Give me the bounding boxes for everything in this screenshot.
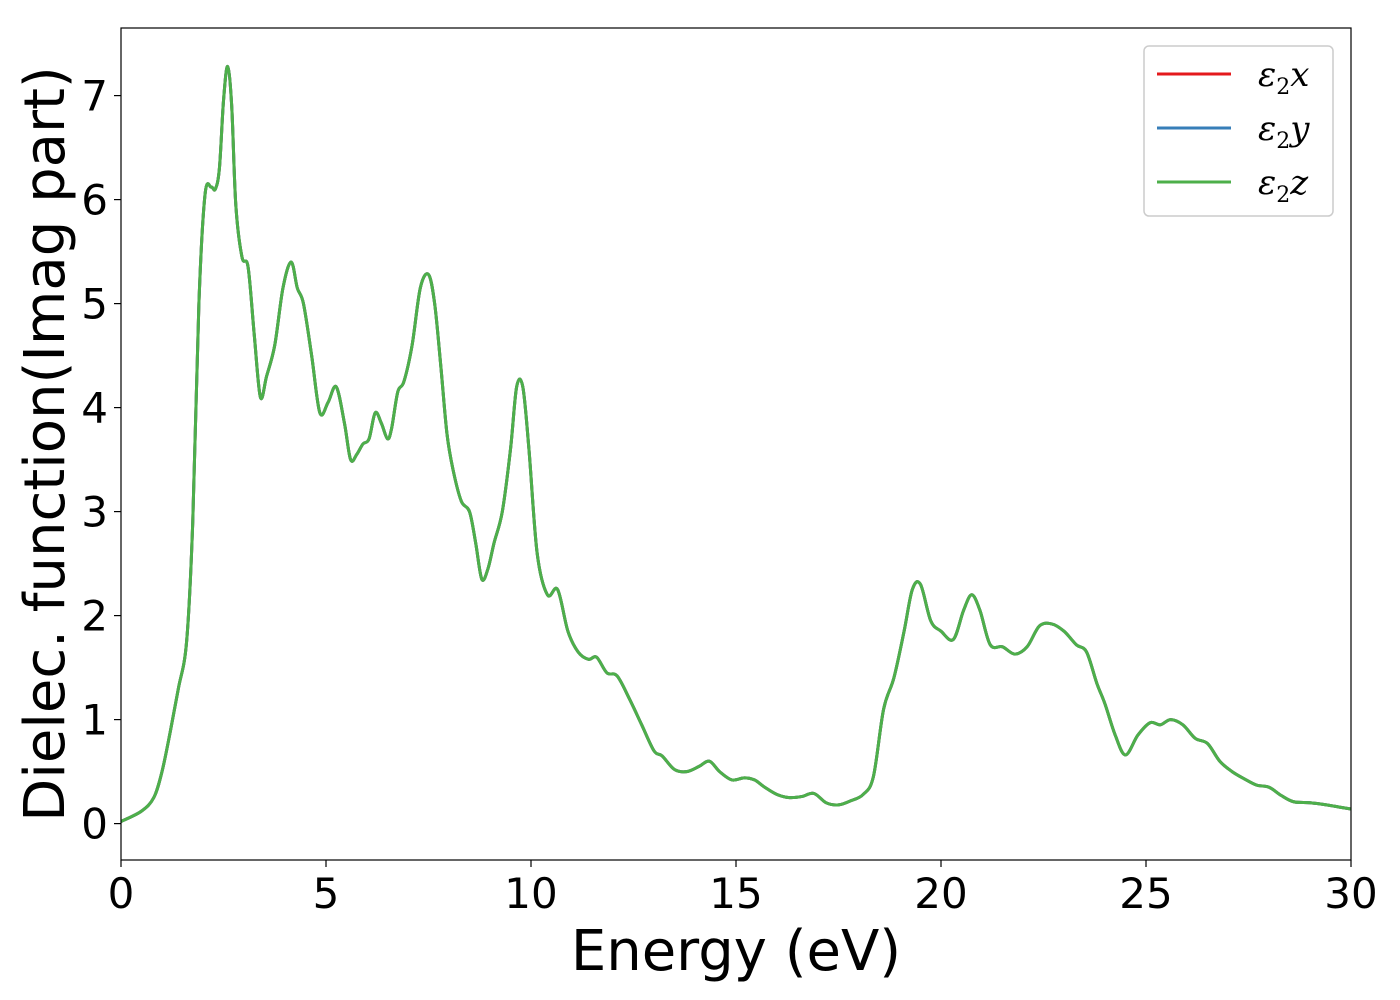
y-tick-label: 3 — [81, 488, 108, 537]
x-tick-label: 15 — [709, 869, 762, 918]
series-line-3 — [121, 64, 1351, 824]
axes-layer: 0 5 10 15 20 25 30 0 1 2 3 4 5 6 7 — [81, 27, 1378, 918]
y-tick-label: 4 — [81, 384, 108, 433]
x-tick-label: 20 — [914, 869, 967, 918]
legend-label-3: ε2z — [1258, 163, 1309, 208]
x-axis-label: Energy (eV) — [571, 919, 901, 984]
x-tick-label: 30 — [1324, 869, 1377, 918]
series-layer — [121, 64, 1351, 824]
y-tick-label: 5 — [81, 280, 108, 329]
legend-box — [1143, 45, 1334, 217]
legend-label-1: ε2x — [1258, 55, 1309, 100]
y-tick-label: 2 — [81, 592, 108, 641]
x-tick-label: 5 — [313, 869, 340, 918]
x-tick-label: 10 — [504, 869, 557, 918]
y-tick-label: 0 — [81, 800, 108, 849]
y-axis-label: Dielec. function(Imag part) — [13, 66, 78, 822]
legend-label-2: ε2y — [1258, 109, 1310, 154]
x-tick-label: 25 — [1119, 869, 1172, 918]
y-tick-label: 6 — [81, 176, 108, 225]
x-tick-label: 0 — [108, 869, 135, 918]
y-tick-label: 1 — [81, 696, 108, 745]
legend: ε2x ε2y ε2z — [1143, 45, 1334, 217]
y-tick-label: 7 — [81, 72, 108, 121]
